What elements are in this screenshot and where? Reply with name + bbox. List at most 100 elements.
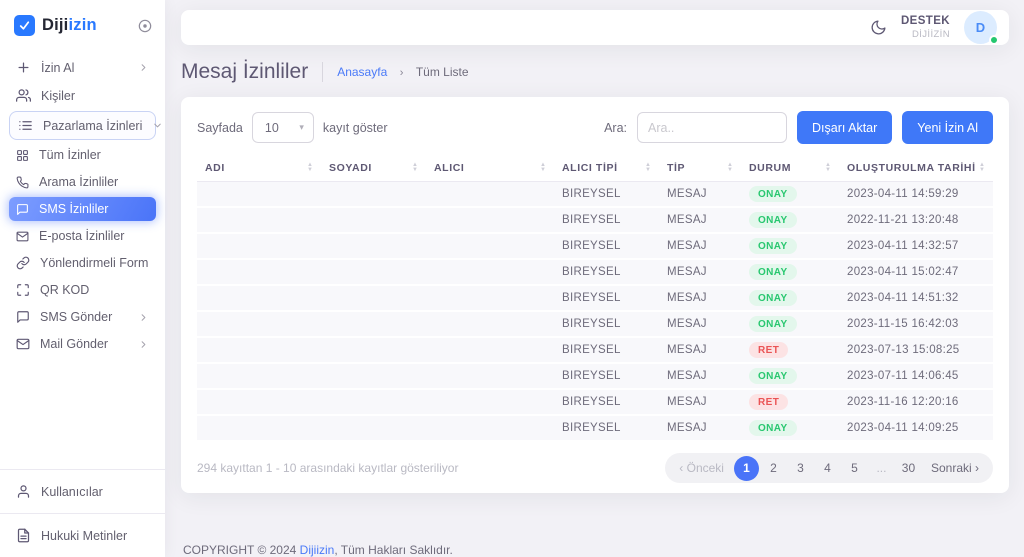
page-size-control: Sayfada 10 ▾ kayıt göster — [197, 112, 388, 143]
sidebar-menu: İzin Al Kişiler Pazarlama İzinleri Tüm İ… — [0, 48, 165, 469]
status-badge: ONAY — [749, 420, 797, 436]
table-body: BIREYSELMESAJONAY2023-04-11 14:59:29BIRE… — [197, 182, 993, 442]
sidebar-item-tum-izinler[interactable]: Tüm İzinler — [9, 143, 156, 167]
table-row: BIREYSELMESAJONAY2023-04-11 14:59:29 — [197, 182, 993, 208]
dark-mode-toggle-icon[interactable] — [870, 19, 887, 36]
breadcrumb-current: Tüm Liste — [416, 65, 469, 79]
sidebar-item-eposta-izinliler[interactable]: E-posta İzinliler — [9, 224, 156, 248]
column-header-3[interactable]: ALICI TİPİ▲▼ — [554, 157, 659, 182]
sidebar-bottom: Kullanıcılar Hukuki Metinler — [0, 469, 165, 557]
sidebar-item-pazarlama-izinleri[interactable]: Pazarlama İzinleri — [9, 111, 156, 140]
sidebar-item-arama-izinliler[interactable]: Arama İzinliler — [9, 170, 156, 194]
sort-icon: ▲▼ — [412, 163, 418, 173]
pagination-ellipsis: ... — [869, 456, 894, 481]
mail-icon — [16, 230, 29, 243]
divider — [322, 62, 323, 82]
user-organization: DİJİİZİN — [901, 29, 950, 41]
sidebar-item-sms-izinliler[interactable]: SMS İzinliler — [9, 197, 156, 221]
sidebar-item-yonlendirmeli-form[interactable]: Yönlendirmeli Form — [9, 251, 156, 275]
sidebar-item-kisiler[interactable]: Kişiler — [9, 83, 156, 108]
column-header-0[interactable]: ADI▲▼ — [197, 157, 321, 182]
avatar[interactable]: D — [964, 11, 997, 44]
sort-icon: ▲▼ — [727, 163, 733, 173]
pagination-page-button[interactable]: 2 — [761, 456, 786, 481]
table-toolbar: Sayfada 10 ▾ kayıt göster Ara: Dışarı Ak… — [197, 111, 993, 144]
status-badge: ONAY — [749, 238, 797, 254]
logo[interactable]: Dijiizin — [0, 0, 165, 48]
table-row: BIREYSELMESAJONAY2022-11-21 13:20:48 — [197, 208, 993, 234]
sidebar-item-izin-al[interactable]: İzin Al — [9, 55, 156, 80]
user-menu[interactable]: DESTEK DİJİİZİN — [901, 14, 950, 40]
pagination-page-button[interactable]: 4 — [815, 456, 840, 481]
status-badge: ONAY — [749, 186, 797, 202]
breadcrumb-home-link[interactable]: Anasayfa — [337, 65, 387, 79]
people-icon — [16, 88, 31, 103]
status-badge: ONAY — [749, 264, 797, 280]
grid-icon — [16, 149, 29, 162]
page-header: Mesaj İzinliler Anasayfa › Tüm Liste — [181, 60, 1009, 84]
breadcrumb-separator-icon: › — [400, 67, 404, 79]
list-icon — [18, 118, 33, 133]
breadcrumb: Anasayfa › Tüm Liste — [337, 63, 468, 81]
export-button[interactable]: Dışarı Aktar — [797, 111, 892, 144]
main-content: DESTEK DİJİİZİN D Mesaj İzinliler Anasay… — [165, 0, 1024, 557]
column-header-2[interactable]: ALICI▲▼ — [426, 157, 554, 182]
toolbar-actions: Ara: Dışarı Aktar Yeni İzin Al — [604, 111, 993, 144]
sort-icon: ▲▼ — [540, 163, 546, 173]
sidebar-item-sms-gonder[interactable]: SMS Gönder — [9, 305, 156, 329]
table-row: BIREYSELMESAJONAY2023-07-11 14:06:45 — [197, 364, 993, 390]
table-row: BIREYSELMESAJONAY2023-04-11 14:09:25 — [197, 416, 993, 442]
sort-icon: ▲▼ — [979, 163, 985, 173]
status-badge: RET — [749, 342, 788, 358]
status-badge: ONAY — [749, 368, 797, 384]
column-header-1[interactable]: SOYADI▲▼ — [321, 157, 426, 182]
pagination-pages: 12345...30 — [733, 456, 922, 481]
column-header-6[interactable]: OLUŞTURULMA TARİHİ▲▼ — [839, 157, 993, 182]
sort-icon: ▲▼ — [307, 163, 313, 173]
sidebar-item-kullanicilar[interactable]: Kullanıcılar — [0, 469, 165, 513]
new-permission-button[interactable]: Yeni İzin Al — [902, 111, 993, 144]
column-header-4[interactable]: TİP▲▼ — [659, 157, 741, 182]
table-row: BIREYSELMESAJRET2023-07-13 15:08:25 — [197, 338, 993, 364]
table-row: BIREYSELMESAJONAY2023-04-11 14:51:32 — [197, 286, 993, 312]
pagination-page-button[interactable]: 30 — [896, 456, 921, 481]
table-row: BIREYSELMESAJONAY2023-04-11 15:02:47 — [197, 260, 993, 286]
pagination-prev-button[interactable]: ‹ Önceki — [670, 461, 733, 475]
page-footer: COPYRIGHT © 2024 Dijiizin, Tüm Hakları S… — [181, 493, 1009, 557]
chevron-right-icon — [138, 312, 149, 323]
pagination-page-button[interactable]: 3 — [788, 456, 813, 481]
footer-brand-link[interactable]: Dijiizin — [300, 543, 335, 557]
column-header-5[interactable]: DURUM▲▼ — [741, 157, 839, 182]
user-icon — [16, 484, 31, 499]
chat-bubble-icon — [16, 203, 29, 216]
pagination-page-button[interactable]: 1 — [734, 456, 759, 481]
search-input[interactable] — [637, 112, 787, 143]
online-status-dot — [989, 35, 999, 45]
mail-icon — [16, 337, 30, 351]
document-icon — [16, 528, 31, 543]
sidebar-item-qr-kod[interactable]: QR KOD — [9, 278, 156, 302]
table-row: BIREYSELMESAJONAY2023-11-15 16:42:03 — [197, 312, 993, 338]
pagination-next-button[interactable]: Sonraki › — [922, 461, 988, 475]
pagination: ‹ Önceki 12345...30 Sonraki › — [665, 453, 993, 483]
sidebar: Dijiizin İzin Al Kişiler Pazarlama İzinl… — [0, 0, 165, 557]
chat-bubble-icon — [16, 310, 30, 324]
permissions-table: ADI▲▼SOYADI▲▼ALICI▲▼ALICI TİPİ▲▼TİP▲▼DUR… — [197, 157, 993, 442]
qr-scan-icon — [16, 283, 30, 297]
sidebar-item-mail-gonder[interactable]: Mail Gönder — [9, 332, 156, 356]
chevron-right-icon — [138, 62, 149, 73]
user-name: DESTEK — [901, 14, 950, 28]
status-badge: ONAY — [749, 290, 797, 306]
table-row: BIREYSELMESAJONAY2023-04-11 14:32:57 — [197, 234, 993, 260]
pagination-page-button[interactable]: 5 — [842, 456, 867, 481]
phone-icon — [16, 176, 29, 189]
page-size-select[interactable]: 10 ▾ — [252, 112, 314, 143]
sort-icon: ▲▼ — [645, 163, 651, 173]
table-footer: 294 kayıttan 1 - 10 arasındaki kayıtlar … — [197, 453, 993, 483]
status-badge: RET — [749, 394, 788, 410]
records-info: 294 kayıttan 1 - 10 arasındaki kayıtlar … — [197, 461, 458, 475]
sidebar-item-hukuki-metinler[interactable]: Hukuki Metinler — [0, 513, 165, 557]
chevron-down-icon: ▾ — [299, 122, 304, 133]
sidebar-collapse-toggle-icon[interactable] — [137, 18, 153, 34]
table-card: Sayfada 10 ▾ kayıt göster Ara: Dışarı Ak… — [181, 97, 1009, 493]
